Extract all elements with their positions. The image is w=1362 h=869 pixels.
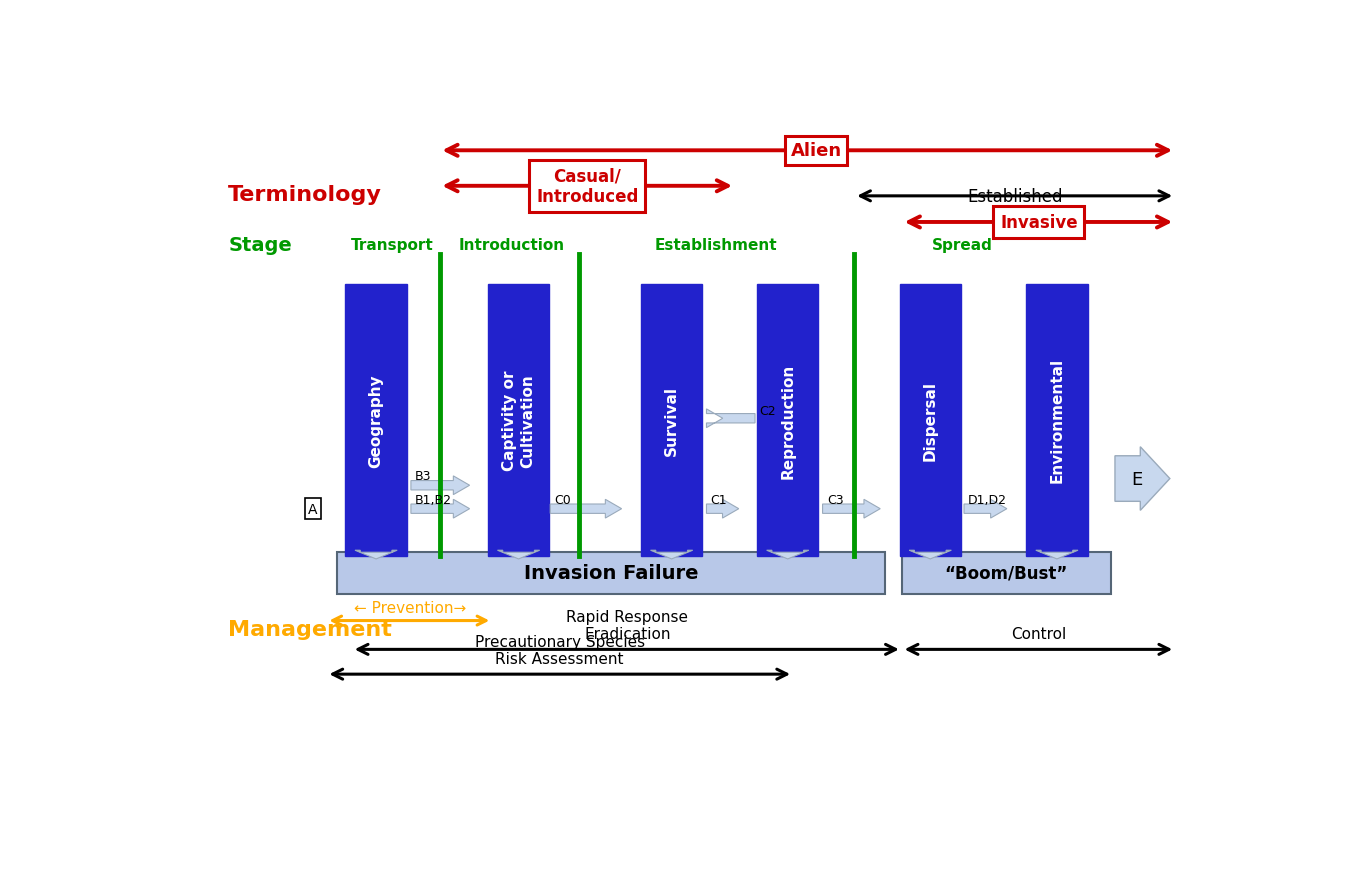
Bar — [642, 285, 703, 556]
Text: C0: C0 — [554, 494, 571, 507]
Text: Terminology: Terminology — [229, 184, 383, 204]
Text: A: A — [308, 502, 317, 516]
Text: Established: Established — [967, 188, 1062, 206]
Text: Alien: Alien — [791, 143, 842, 160]
Bar — [757, 285, 819, 556]
Text: Captivity or
Cultivation: Captivity or Cultivation — [503, 370, 535, 471]
FancyArrow shape — [411, 500, 470, 519]
Text: Establishment: Establishment — [655, 237, 778, 252]
Text: Transport: Transport — [350, 237, 433, 252]
Text: C3: C3 — [827, 494, 843, 507]
Text: Stage: Stage — [229, 235, 291, 255]
Text: E: E — [1130, 470, 1143, 488]
Bar — [336, 553, 885, 594]
FancyArrow shape — [707, 409, 755, 428]
Text: Rapid Response
Eradication: Rapid Response Eradication — [567, 609, 688, 641]
Text: B3: B3 — [415, 470, 432, 483]
Text: C1: C1 — [711, 494, 727, 507]
FancyArrow shape — [908, 551, 951, 560]
FancyArrow shape — [707, 500, 738, 519]
Bar — [900, 285, 960, 556]
Text: ← Prevention→: ← Prevention→ — [354, 600, 466, 615]
FancyArrow shape — [1035, 551, 1077, 560]
FancyArrow shape — [767, 551, 809, 560]
Text: Survival: Survival — [665, 386, 680, 455]
Text: Invasive: Invasive — [1000, 214, 1077, 232]
Text: Geography: Geography — [369, 374, 384, 468]
FancyArrow shape — [823, 500, 880, 519]
Text: D1,D2: D1,D2 — [968, 494, 1008, 507]
Bar — [488, 285, 549, 556]
Text: Introduction: Introduction — [458, 237, 564, 252]
Text: Control: Control — [1012, 627, 1066, 641]
FancyArrow shape — [651, 551, 693, 560]
Text: “Boom/Bust”: “Boom/Bust” — [945, 564, 1068, 582]
Text: Environmental: Environmental — [1049, 358, 1065, 483]
FancyArrow shape — [411, 476, 470, 495]
FancyArrow shape — [964, 500, 1007, 519]
Text: Spread: Spread — [932, 237, 993, 252]
Bar — [1027, 285, 1087, 556]
Text: C2: C2 — [759, 404, 776, 417]
Text: Precautionary Species
Risk Assessment: Precautionary Species Risk Assessment — [475, 634, 644, 667]
FancyArrow shape — [1115, 448, 1170, 511]
Text: Reproduction: Reproduction — [780, 363, 795, 478]
FancyArrow shape — [497, 551, 539, 560]
Text: Dispersal: Dispersal — [922, 381, 938, 461]
FancyArrow shape — [550, 500, 621, 519]
Bar — [902, 553, 1111, 594]
Text: Management: Management — [229, 620, 392, 640]
Text: B1,B2: B1,B2 — [415, 494, 452, 507]
Bar — [346, 285, 407, 556]
FancyArrow shape — [355, 551, 398, 560]
Text: Invasion Failure: Invasion Failure — [524, 564, 699, 583]
Text: Casual/
Introduced: Casual/ Introduced — [537, 167, 639, 206]
